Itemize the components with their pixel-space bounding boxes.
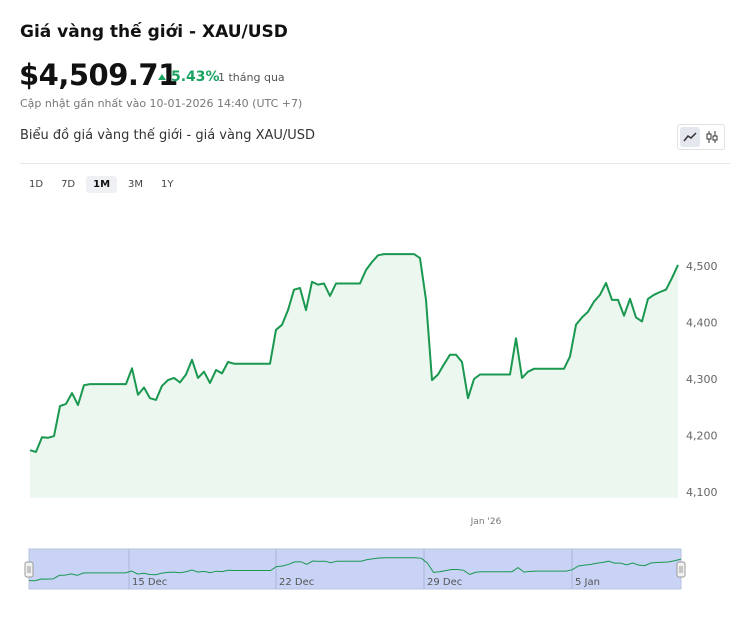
- change: 5.43%: [158, 69, 220, 85]
- navigator-label: 29 Dec: [427, 577, 462, 588]
- chart-type-toggle: [677, 124, 725, 150]
- navigator-line: [28, 557, 682, 582]
- range-button[interactable]: 3M: [128, 179, 144, 190]
- y-tick-label: 4,300: [686, 373, 718, 386]
- updated: Cập nhật gần nhất vào 10-01-2026 14:40 (…: [20, 97, 303, 110]
- navigator-handle: [24, 561, 34, 578]
- subtitle: Biểu đồ giá vàng thế giới - giá vàng XAU…: [20, 128, 316, 143]
- y-tick-label: 4,200: [686, 430, 718, 443]
- navigator-handle: [676, 561, 686, 578]
- price-line: [29, 253, 679, 453]
- period: 1 tháng qua: [218, 71, 285, 84]
- line-icon: [683, 132, 697, 142]
- navigator-label: 22 Dec: [279, 577, 314, 588]
- title: Giá vàng thế giới - XAU/USD: [20, 22, 288, 42]
- range-buttons: 1D 7D 1M 3M 1Y: [22, 176, 181, 193]
- area: [30, 254, 678, 498]
- range-button[interactable]: 7D: [61, 179, 76, 190]
- line-type-button[interactable]: [680, 127, 700, 147]
- price: $4,509.71: [19, 58, 178, 92]
- navigator-label: 5 Jan: [575, 577, 600, 588]
- y-tick-label: 4,100: [686, 486, 718, 499]
- candle-type-button[interactable]: [702, 127, 722, 147]
- separator: [20, 163, 730, 164]
- y-tick-label: 4,500: [686, 260, 718, 273]
- candle-icon: [706, 131, 718, 143]
- range-button[interactable]: 1D: [29, 179, 44, 190]
- range-button[interactable]: 1M: [86, 176, 118, 193]
- y-tick-label: 4,400: [686, 317, 718, 330]
- range-button[interactable]: 1Y: [161, 179, 174, 190]
- x-tick-label: Jan '26: [470, 517, 502, 527]
- navigator-label: 15 Dec: [132, 577, 167, 588]
